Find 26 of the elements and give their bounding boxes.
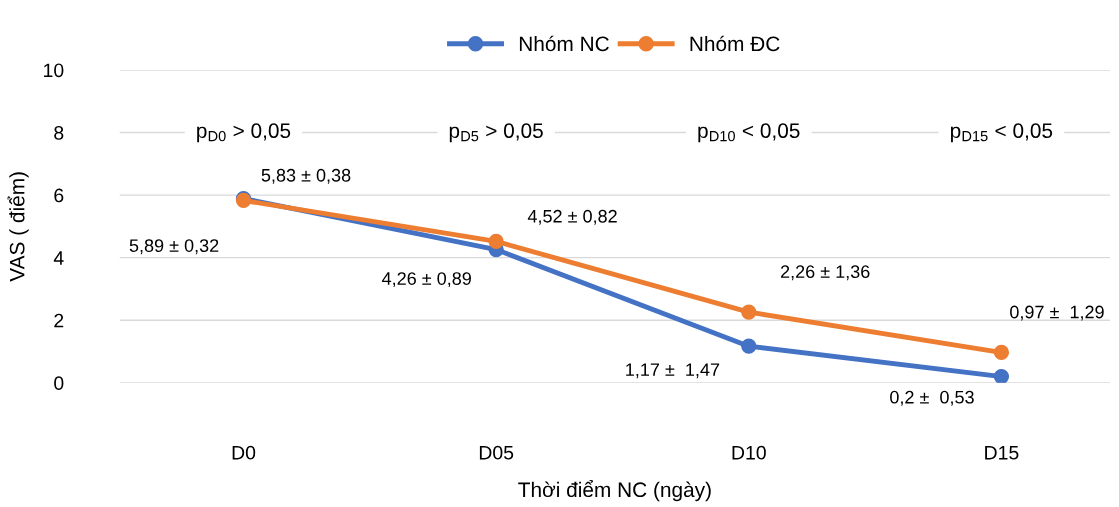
x-axis-title: Thời điểm NC (ngày) [518, 480, 711, 502]
legend-label: Nhóm NC [519, 35, 609, 52]
y-tick-label: 10 [44, 63, 64, 78]
y-axis-title: VAS ( điểm) [7, 172, 29, 282]
x-tick-label: D05 [479, 445, 514, 460]
y-tick-label: 0 [54, 376, 64, 391]
x-tick-label: D0 [232, 445, 256, 460]
data-label: 5,89 ± 0,32 [129, 239, 219, 255]
x-tick-label: D15 [985, 446, 1019, 460]
data-label: 4,26 ± 0,89 [382, 272, 471, 288]
y-tick-label: 6 [54, 188, 64, 203]
y-tick-label: 2 [54, 313, 64, 328]
x-tick-label: D10 [732, 445, 766, 460]
annotation: p$_{D0}$ > 0,05 [197, 123, 291, 143]
data-label: 2,26 ± 1,36 [780, 265, 870, 281]
data-label: 0,2 ± 0,53 [890, 390, 974, 406]
annotation: p$_{D5}$ > 0,05 [449, 123, 543, 143]
data-label: 0,97 ± 1,29 [1010, 305, 1104, 321]
y-tick-label: 8 [54, 126, 64, 140]
data-label: 5,83 ± 0,38 [261, 168, 351, 184]
data-label: 1,17 ± 1,47 [626, 363, 720, 379]
legend-label: Nhóm ĐC [690, 35, 780, 52]
annotation: p$_{D10}$ < 0,05 [698, 123, 800, 143]
y-tick-label: 4 [53, 251, 64, 265]
annotation: p$_{D15}$ < 0,05 [950, 123, 1053, 143]
data-label: 4,52 ± 0,82 [527, 209, 617, 225]
